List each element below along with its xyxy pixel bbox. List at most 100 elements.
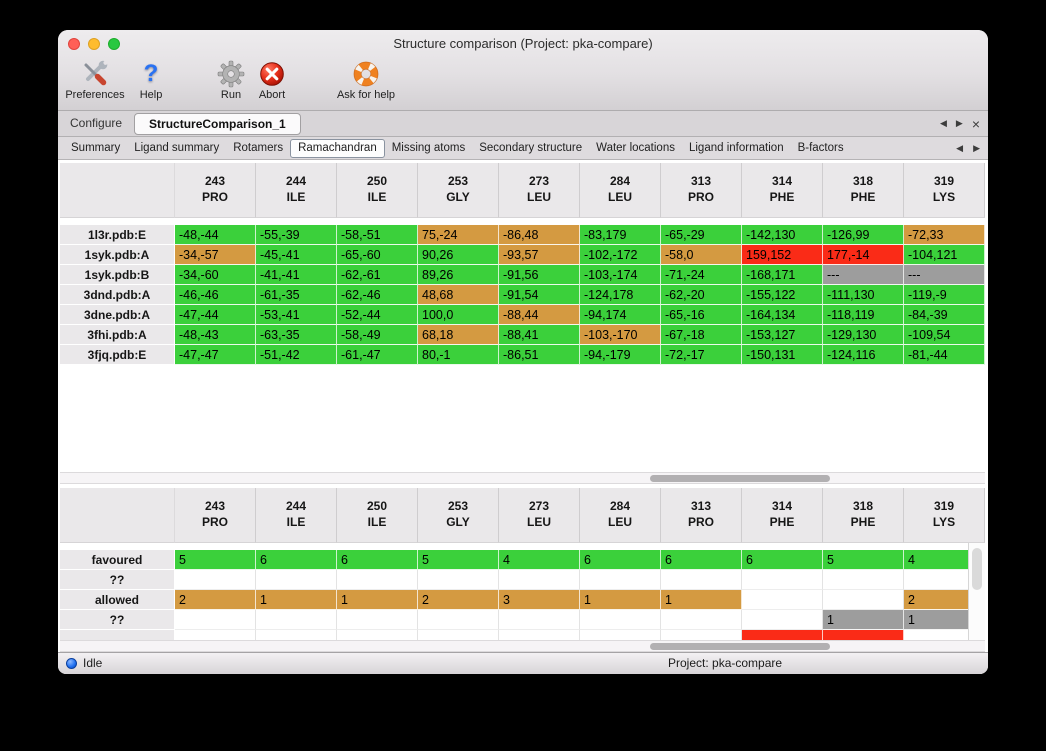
data-cell[interactable]: -47,-44 xyxy=(175,305,256,325)
data-cell[interactable]: 48,68 xyxy=(418,285,499,305)
subtab-ligand-information[interactable]: Ligand information xyxy=(688,142,784,154)
data-cell[interactable]: -91,56 xyxy=(499,265,580,285)
data-cell[interactable]: 90,26 xyxy=(418,245,499,265)
data-cell[interactable]: -61,-35 xyxy=(256,285,337,305)
data-cell[interactable]: -102,-172 xyxy=(580,245,661,265)
horizontal-scrollbar-top[interactable] xyxy=(60,472,985,484)
data-cell[interactable]: -62,-20 xyxy=(661,285,742,305)
column-header[interactable]: 314 PHE xyxy=(742,163,823,218)
column-header[interactable]: 250 ILE xyxy=(337,488,418,543)
data-cell[interactable]: -129,130 xyxy=(823,325,904,345)
scrollbar-thumb[interactable] xyxy=(650,475,830,482)
data-cell[interactable]: -41,-41 xyxy=(256,265,337,285)
data-cell[interactable]: -119,-9 xyxy=(904,285,985,305)
data-cell[interactable]: -124,116 xyxy=(823,345,904,365)
subtab-b-factors[interactable]: B-factors xyxy=(797,142,844,154)
row-label[interactable]: 1syk.pdb:A xyxy=(60,245,175,265)
subtab-scroll-left-icon[interactable]: ◀ xyxy=(956,142,964,153)
subtab-missing-atoms[interactable]: Missing atoms xyxy=(391,142,466,154)
column-header[interactable]: 319 LYS xyxy=(904,163,985,218)
data-cell[interactable]: -65,-60 xyxy=(337,245,418,265)
data-cell[interactable]: 177,-14 xyxy=(823,245,904,265)
data-cell[interactable]: -51,-42 xyxy=(256,345,337,365)
close-window-button[interactable] xyxy=(68,38,80,50)
column-header[interactable]: 313 PRO xyxy=(661,488,742,543)
subtab-ramachandran[interactable]: Ramachandran xyxy=(290,138,385,158)
data-cell[interactable]: -72,-17 xyxy=(661,345,742,365)
row-label[interactable]: 3fjq.pdb:E xyxy=(60,345,175,365)
data-cell[interactable]: -48,-44 xyxy=(175,225,256,245)
column-header[interactable]: 243 PRO xyxy=(175,488,256,543)
data-cell[interactable]: -91,54 xyxy=(499,285,580,305)
data-cell[interactable]: -65,-29 xyxy=(661,225,742,245)
column-header[interactable]: 313 PRO xyxy=(661,163,742,218)
data-cell[interactable]: -34,-60 xyxy=(175,265,256,285)
column-header[interactable]: 284 LEU xyxy=(580,163,661,218)
data-cell[interactable]: 75,-24 xyxy=(418,225,499,245)
data-cell[interactable]: -67,-18 xyxy=(661,325,742,345)
tab-close-icon[interactable]: × xyxy=(971,115,980,132)
data-cell[interactable]: -88,44 xyxy=(499,305,580,325)
data-cell[interactable]: 80,-1 xyxy=(418,345,499,365)
data-cell[interactable]: -47,-47 xyxy=(175,345,256,365)
column-header[interactable]: 243 PRO xyxy=(175,163,256,218)
column-header[interactable]: 318 PHE xyxy=(823,163,904,218)
data-cell[interactable]: -124,178 xyxy=(580,285,661,305)
data-cell[interactable]: -94,174 xyxy=(580,305,661,325)
data-cell[interactable]: 68,18 xyxy=(418,325,499,345)
column-header[interactable]: 319 LYS xyxy=(904,488,985,543)
scrollbar-thumb[interactable] xyxy=(650,643,830,650)
data-cell[interactable]: -126,99 xyxy=(823,225,904,245)
data-cell[interactable]: -111,130 xyxy=(823,285,904,305)
subtab-scroll-right-icon[interactable]: ▶ xyxy=(973,142,980,153)
data-cell[interactable]: -45,-41 xyxy=(256,245,337,265)
data-cell[interactable]: -118,119 xyxy=(823,305,904,325)
data-cell[interactable]: -155,122 xyxy=(742,285,823,305)
abort-button[interactable]: Abort xyxy=(249,60,295,101)
data-cell[interactable]: -72,33 xyxy=(904,225,985,245)
subtab-ligand-summary[interactable]: Ligand summary xyxy=(134,142,220,154)
tab-structurecomparison-1[interactable]: StructureComparison_1 xyxy=(134,112,301,135)
zoom-window-button[interactable] xyxy=(108,38,120,50)
row-label[interactable]: 3dnd.pdb:A xyxy=(60,285,175,305)
vertical-scrollbar[interactable] xyxy=(968,543,985,640)
data-cell[interactable]: -86,48 xyxy=(499,225,580,245)
data-cell[interactable]: 159,152 xyxy=(742,245,823,265)
column-header[interactable]: 314 PHE xyxy=(742,488,823,543)
row-label[interactable]: 1l3r.pdb:E xyxy=(60,225,175,245)
column-header[interactable]: 244 ILE xyxy=(256,488,337,543)
help-button[interactable]: ? Help xyxy=(130,60,172,101)
data-cell[interactable]: -103,-174 xyxy=(580,265,661,285)
data-cell[interactable]: -164,134 xyxy=(742,305,823,325)
data-cell[interactable]: -168,171 xyxy=(742,265,823,285)
data-cell[interactable]: -53,-41 xyxy=(256,305,337,325)
data-cell[interactable]: -103,-170 xyxy=(580,325,661,345)
data-cell[interactable]: -86,51 xyxy=(499,345,580,365)
ask-for-help-button[interactable]: Ask for help xyxy=(328,60,404,101)
column-header[interactable]: 318 PHE xyxy=(823,488,904,543)
data-cell[interactable]: -84,-39 xyxy=(904,305,985,325)
data-cell[interactable]: -94,-179 xyxy=(580,345,661,365)
data-cell[interactable]: -88,41 xyxy=(499,325,580,345)
data-cell[interactable]: -109,54 xyxy=(904,325,985,345)
column-header[interactable]: 253 GLY xyxy=(418,488,499,543)
column-header[interactable]: 253 GLY xyxy=(418,163,499,218)
column-header[interactable]: 250 ILE xyxy=(337,163,418,218)
row-label[interactable]: 3fhi.pdb:A xyxy=(60,325,175,345)
data-cell[interactable]: -81,-44 xyxy=(904,345,985,365)
data-cell[interactable]: -65,-16 xyxy=(661,305,742,325)
row-label[interactable]: 1syk.pdb:B xyxy=(60,265,175,285)
data-cell[interactable]: -63,-35 xyxy=(256,325,337,345)
tab-scroll-left-icon[interactable]: ◀ xyxy=(939,118,947,128)
data-cell[interactable]: -46,-46 xyxy=(175,285,256,305)
data-cell[interactable]: -34,-57 xyxy=(175,245,256,265)
data-cell[interactable]: --- xyxy=(823,265,904,285)
data-cell[interactable]: -61,-47 xyxy=(337,345,418,365)
horizontal-scrollbar-bottom[interactable] xyxy=(60,640,985,652)
column-header[interactable]: 273 LEU xyxy=(499,488,580,543)
data-cell[interactable]: -62,-61 xyxy=(337,265,418,285)
data-cell[interactable]: -153,127 xyxy=(742,325,823,345)
tab-scroll-right-icon[interactable]: ▶ xyxy=(955,118,963,128)
row-label[interactable]: 3dne.pdb:A xyxy=(60,305,175,325)
data-cell[interactable]: 89,26 xyxy=(418,265,499,285)
